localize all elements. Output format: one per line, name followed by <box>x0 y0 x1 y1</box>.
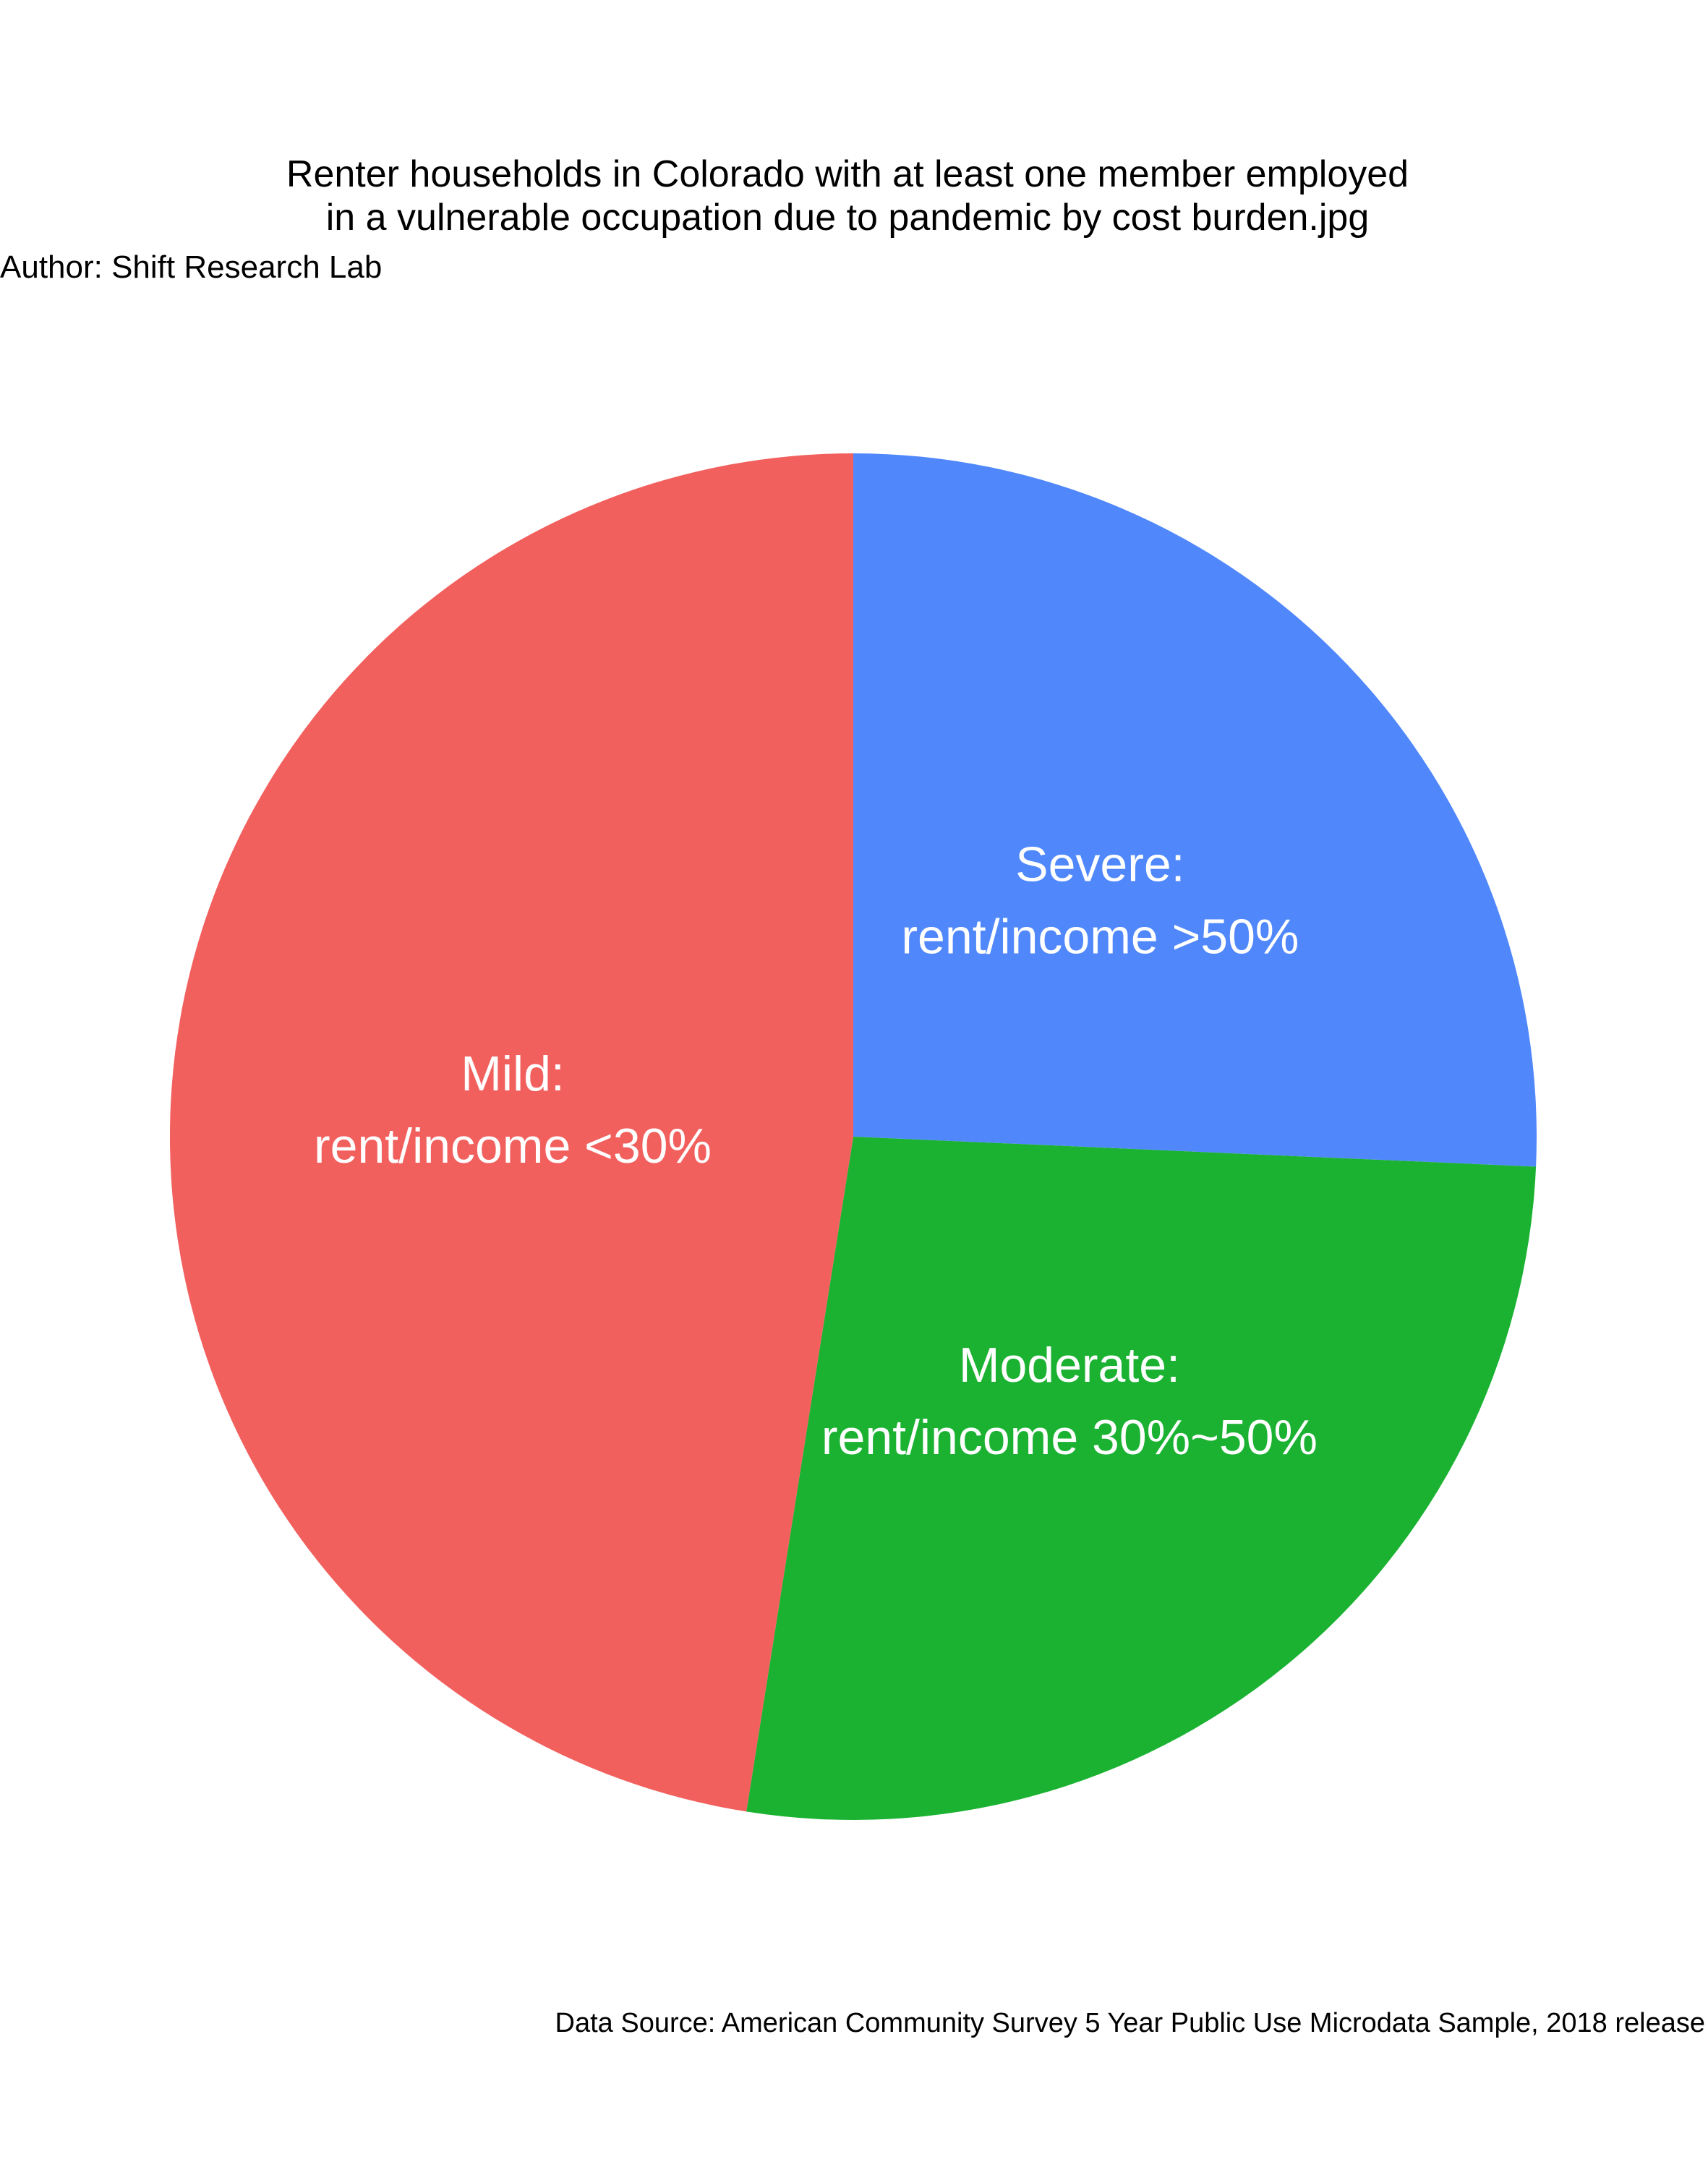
slice-label-severe-line-1: Severe: <box>1015 837 1184 892</box>
chart-author: Author: Shift Research Lab <box>0 249 382 285</box>
slice-label-mild-line-2: rent/income <30% <box>314 1119 712 1174</box>
pie-labels: Severe: rent/income >50% Moderate: rent/inc… <box>314 837 1318 1465</box>
slice-label-moderate-line-1: Moderate: <box>959 1338 1180 1393</box>
slice-label-severe-line-2: rent/income >50% <box>901 909 1299 964</box>
pie-slice-mild <box>169 453 853 1812</box>
pie-slice-severe <box>853 453 1537 1167</box>
data-source-note: Data Source: American Community Survey 5… <box>555 2008 1705 2038</box>
slice-label-moderate-line-2: rent/income 30%~50% <box>821 1410 1318 1465</box>
chart-title-line-1: Renter households in Colorado with at le… <box>286 153 1409 195</box>
slice-label-mild-line-1: Mild: <box>461 1046 565 1101</box>
pie-slice-moderate <box>746 1137 1537 1821</box>
pie-slices <box>169 453 1537 1821</box>
chart-title-line-2: in a vulnerable occupation due to pandem… <box>326 197 1370 239</box>
